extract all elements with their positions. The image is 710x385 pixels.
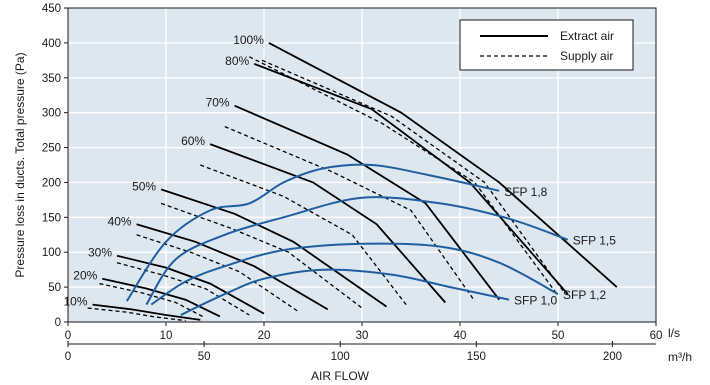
fan-curve-label: 70% — [206, 96, 230, 110]
y-tick-label: 150 — [42, 212, 61, 224]
y-tick-label: 400 — [42, 38, 61, 50]
fan-curve-extract — [160, 188, 388, 308]
y-tick-label: 50 — [48, 282, 61, 294]
x-axis-unit-ls: l/s — [668, 326, 680, 340]
x2-tick-label: 50 — [198, 351, 211, 363]
fan-curve-supply — [249, 56, 559, 296]
sfp-curve — [145, 196, 569, 306]
sfp-curve-label: SFP 1,5 — [573, 234, 616, 248]
legend: Extract air Supply air — [459, 19, 634, 71]
legend-label-supply: Supply air — [560, 49, 613, 63]
x-axis-m3h: 0 50 100 150 200 — [65, 341, 656, 363]
x-tick-label: 60 — [650, 330, 663, 342]
fan-curve-extract — [209, 143, 446, 304]
x-tick-label: 20 — [258, 330, 271, 342]
fan-curve-label: 30% — [88, 246, 112, 260]
y-tick-label: 350 — [42, 73, 61, 85]
x-tick-label: 30 — [356, 330, 369, 342]
y-tick-label: 250 — [42, 143, 61, 155]
fan-curve-label: 60% — [181, 134, 205, 148]
sfp-curve — [180, 268, 510, 316]
x-axis-label: AIR FLOW — [311, 369, 370, 383]
fan-curve-extract — [92, 303, 201, 321]
x-tick-label: 0 — [65, 330, 71, 342]
sfp-curve — [150, 242, 559, 306]
fan-curve-label: 20% — [73, 269, 97, 283]
fan-curve-supply — [261, 59, 564, 291]
fan-curve-supply — [87, 307, 186, 322]
y-axis: 0 50 100 150 200 250 300 350 400 450 — [42, 3, 68, 329]
y-axis-label: Pressure loss in ducts. Total pressure (… — [13, 52, 27, 277]
sfp-curve-label: SFP 1,0 — [514, 294, 557, 308]
fan-curve-label: 10% — [63, 295, 87, 309]
x2-tick-label: 150 — [467, 351, 486, 363]
sfp-curves: SFP 1,8 SFP 1,5 SFP 1,2 SFP 1,0 — [125, 163, 616, 316]
fan-curve-label: 50% — [132, 179, 156, 193]
x-tick-label: 10 — [160, 330, 173, 342]
sfp-curve-label: SFP 1,8 — [504, 185, 547, 199]
fan-curve-supply — [160, 202, 363, 309]
fan-curve-label: 100% — [233, 33, 264, 47]
x-axis-ls: 0 10 20 30 40 50 60 — [65, 322, 663, 342]
fan-curve-extract — [116, 254, 265, 315]
sfp-curve — [125, 163, 500, 302]
fan-curve-supply — [200, 164, 407, 305]
x2-tick-label: 100 — [331, 351, 350, 363]
y-tick-label: 200 — [42, 177, 61, 189]
y-tick-label: 300 — [42, 108, 61, 120]
fan-curve-extract — [268, 42, 618, 288]
x2-tick-label: 200 — [603, 351, 622, 363]
sfp-curve-label: SFP 1,2 — [563, 288, 606, 302]
x-tick-label: 50 — [552, 330, 565, 342]
fan-curve-supply — [116, 262, 250, 316]
fan-curve-extract — [253, 62, 569, 295]
fan-curve-supply — [99, 282, 206, 319]
x2-tick-label: 0 — [65, 351, 71, 363]
fan-curve-supply — [224, 126, 476, 302]
legend-label-extract: Extract air — [560, 29, 614, 43]
fan-curve-extract — [136, 223, 329, 311]
x-tick-label: 40 — [454, 330, 467, 342]
x-axis-unit-m3h: m³/h — [668, 350, 692, 364]
fan-curve-label: 40% — [108, 214, 132, 228]
y-tick-label: 100 — [42, 247, 61, 259]
y-tick-label: 0 — [55, 317, 61, 329]
fan-curve-label: 80% — [225, 54, 249, 68]
y-tick-label: 450 — [42, 3, 61, 15]
legend-box — [459, 19, 634, 71]
